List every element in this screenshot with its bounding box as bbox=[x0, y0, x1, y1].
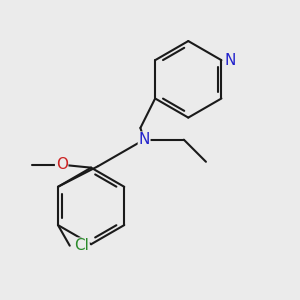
Text: O: O bbox=[56, 157, 68, 172]
Text: N: N bbox=[138, 132, 150, 147]
Text: N: N bbox=[224, 53, 236, 68]
Text: Cl: Cl bbox=[74, 238, 89, 253]
